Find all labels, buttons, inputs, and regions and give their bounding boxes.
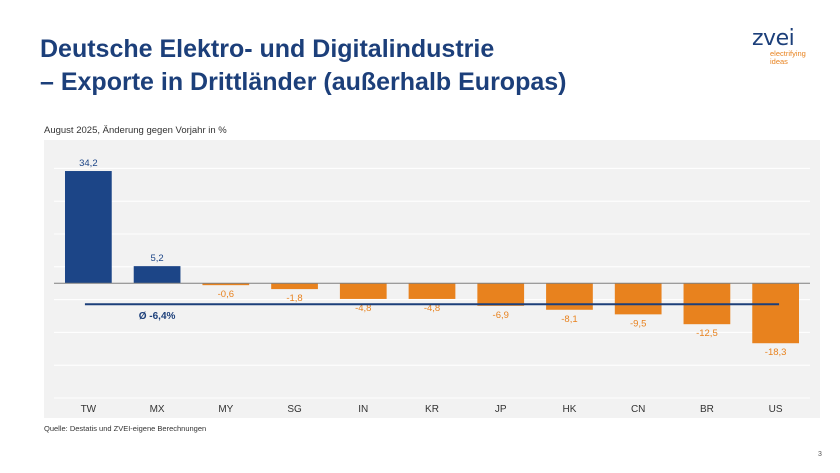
- x-tick-label: MY: [218, 404, 233, 415]
- bar-us: [752, 283, 800, 344]
- x-tick-label: KR: [425, 404, 439, 415]
- x-tick-label: MX: [150, 404, 165, 415]
- slide-title: Deutsche Elektro- und Digitalindustrie: [40, 35, 495, 63]
- logo-tagline-2: ideas: [770, 57, 788, 66]
- data-label: -9,5: [630, 318, 646, 329]
- data-label: -12,5: [696, 328, 718, 339]
- bar-sg: [271, 283, 318, 290]
- data-label: 5,2: [150, 253, 163, 264]
- bar-chart: 34,2 TW 5,2 MX -0,6 MY -1,8 SG -4,8 IN -4,8 KR -6,9 J…: [44, 140, 820, 418]
- bar-hk: [546, 283, 593, 310]
- bar-my: [202, 283, 250, 286]
- slide-subtitle: – Exporte in Drittländer (außerhalb Euro…: [40, 68, 567, 96]
- average-label: Ø -6,4%: [139, 311, 176, 322]
- data-label: -0,6: [218, 289, 234, 300]
- source-note: Quelle: Destatis und ZVEI-eigene Berechn…: [44, 424, 207, 433]
- data-label: -8,1: [561, 314, 577, 325]
- x-tick-label: US: [769, 404, 783, 415]
- data-label: -6,9: [493, 310, 509, 321]
- bar-cn: [614, 283, 662, 315]
- zvei-logo: zvei electrifying ideas: [752, 28, 822, 66]
- bar-in: [339, 283, 387, 299]
- x-tick-label: JP: [495, 404, 507, 415]
- x-tick-label: TW: [81, 404, 97, 415]
- x-tick-label: SG: [287, 404, 302, 415]
- chart-subtitle: August 2025, Änderung gegen Vorjahr in %: [44, 125, 227, 136]
- bar-kr: [408, 283, 456, 299]
- bar-jp: [477, 283, 525, 306]
- chart-svg: 34,2 TW 5,2 MX -0,6 MY -1,8 SG -4,8 IN -4,8 KR -6,9 J…: [54, 158, 810, 415]
- bar-tw: [64, 171, 112, 284]
- data-label: -4,8: [424, 303, 440, 314]
- page-number: 3: [818, 451, 822, 458]
- logo-wordmark: zvei: [752, 26, 795, 51]
- bar-mx: [133, 266, 181, 284]
- x-tick-label: CN: [631, 404, 645, 415]
- data-label: -4,8: [355, 303, 371, 314]
- x-tick-label: HK: [563, 404, 577, 415]
- x-tick-label: BR: [700, 404, 714, 415]
- data-label: -18,3: [765, 347, 787, 358]
- x-tick-label: IN: [358, 404, 368, 415]
- data-label: -1,8: [286, 293, 302, 304]
- data-label: 34,2: [79, 158, 98, 169]
- logo-tagline-1: electrifying: [770, 49, 806, 58]
